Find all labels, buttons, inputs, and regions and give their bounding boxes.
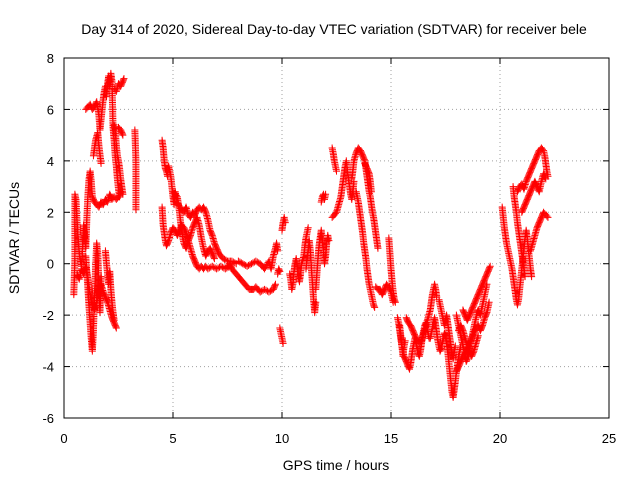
data-point <box>528 273 536 281</box>
data-point <box>391 298 399 306</box>
data-point <box>401 337 409 345</box>
data-point <box>245 261 253 269</box>
data-point <box>112 324 120 332</box>
y-tick-label: 8 <box>47 51 54 66</box>
data-point <box>370 302 378 310</box>
data-point <box>243 262 251 270</box>
data-point <box>119 190 127 198</box>
data-point <box>474 332 482 340</box>
data-point <box>391 297 399 305</box>
data-point <box>482 310 490 318</box>
data-point <box>247 260 255 268</box>
data-point <box>275 266 283 274</box>
data-point <box>97 159 105 167</box>
data-point <box>217 262 225 270</box>
data-point <box>120 75 128 83</box>
data-point <box>118 130 126 138</box>
data-point <box>279 339 287 347</box>
data-point <box>221 255 229 263</box>
data-point <box>271 282 279 290</box>
y-tick-label: 2 <box>47 205 54 220</box>
data-point <box>542 175 550 183</box>
x-tick-label: 15 <box>384 431 398 446</box>
data-point <box>486 264 494 272</box>
data-point <box>119 131 127 139</box>
chart-title: Day 314 of 2020, Sidereal Day-to-day VTE… <box>81 21 587 37</box>
data-point <box>256 288 264 296</box>
data-point <box>274 247 282 255</box>
data-point <box>252 257 260 265</box>
data-point <box>367 188 375 196</box>
plot-frame <box>63 57 610 419</box>
data-point <box>208 262 216 270</box>
data-point <box>544 213 552 221</box>
data-point <box>112 323 120 331</box>
x-tick-label: 10 <box>275 431 289 446</box>
y-tick-label: 0 <box>47 257 54 272</box>
x-tick-label: 20 <box>493 431 507 446</box>
x-axis-label: GPS time / hours <box>283 457 390 473</box>
data-point <box>210 255 218 263</box>
data-point <box>521 273 529 281</box>
data-point <box>204 265 212 273</box>
data-point <box>210 253 218 261</box>
data-points <box>70 69 552 401</box>
data-point <box>486 262 494 270</box>
data-point <box>231 259 239 267</box>
data-point <box>276 267 284 275</box>
y-tick-label: 4 <box>47 154 54 169</box>
data-point <box>543 212 551 220</box>
x-tick-label: 5 <box>169 431 176 446</box>
data-point <box>110 316 118 324</box>
data-point <box>261 265 269 273</box>
data-point <box>325 237 333 245</box>
data-point <box>246 261 254 269</box>
data-point <box>234 257 242 265</box>
y-tick-label: -4 <box>42 360 54 375</box>
data-point <box>374 244 382 252</box>
data-point <box>304 224 312 232</box>
data-point <box>539 145 547 153</box>
data-point <box>541 174 549 182</box>
y-axis-label: SDTVAR / TECUs <box>6 182 22 294</box>
y-tick-label: 6 <box>47 102 54 117</box>
data-point <box>281 219 289 227</box>
data-point <box>253 258 261 266</box>
data-point <box>239 260 247 268</box>
data-point <box>261 285 269 293</box>
tick-labels: 0 5 10 15 20 25 -6 -4 -2 0 2 4 6 8 <box>42 51 616 446</box>
data-point <box>132 206 140 214</box>
data-point <box>172 192 180 200</box>
data-point <box>451 342 459 350</box>
data-point <box>213 265 221 273</box>
data-point <box>265 288 273 296</box>
data-point <box>229 258 237 266</box>
y-tick-label: -2 <box>42 308 54 323</box>
data-point <box>266 287 274 295</box>
data-point <box>222 256 230 264</box>
data-point <box>312 298 320 306</box>
y-tick-label: -6 <box>42 411 54 426</box>
x-tick-label: 0 <box>60 431 67 446</box>
data-point <box>119 76 127 84</box>
x-tick-label: 25 <box>602 431 616 446</box>
data-point <box>236 258 244 266</box>
data-point <box>485 298 493 306</box>
data-point <box>219 255 227 263</box>
data-point <box>437 346 445 354</box>
data-point <box>237 259 245 267</box>
data-point <box>271 280 279 288</box>
data-point <box>333 167 340 175</box>
axis-ticks <box>63 57 610 419</box>
data-point <box>322 190 330 198</box>
data-point <box>97 273 105 281</box>
data-point <box>371 303 379 311</box>
